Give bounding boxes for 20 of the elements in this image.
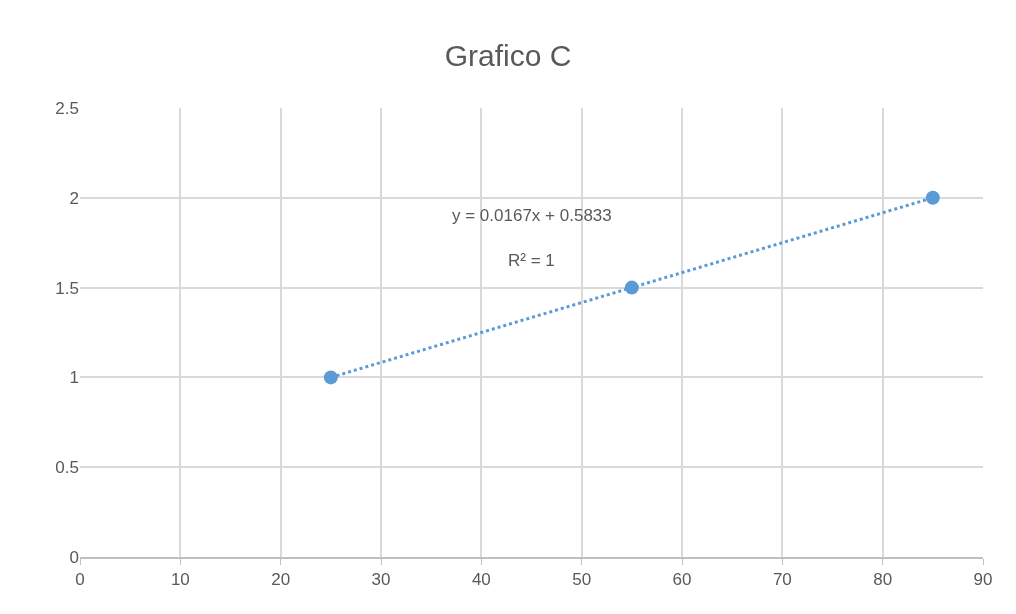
x-tick-label: 80 <box>873 570 893 590</box>
y-tick-label: 2.5 <box>55 98 79 118</box>
x-tick-label: 90 <box>973 570 993 590</box>
point <box>925 190 940 205</box>
annotation: R² = 1 <box>508 251 555 270</box>
y-tick-label: 2 <box>69 188 79 208</box>
y-tick-label: 0 <box>69 547 79 567</box>
x-tick-label: 40 <box>471 570 491 590</box>
chart-title: Grafico C <box>444 38 572 72</box>
x-tick-label: 30 <box>371 570 391 590</box>
point <box>323 370 338 385</box>
x-tick-label: 50 <box>572 570 592 590</box>
y-tick-label: 1.5 <box>55 278 79 298</box>
annotation: y = 0.0167x + 0.5833 <box>452 206 612 225</box>
x-tick-label: 70 <box>772 570 792 590</box>
x-tick-label: 10 <box>170 570 190 590</box>
y-tick-label: 0.5 <box>55 458 79 478</box>
y-tick-label: 1 <box>69 368 79 388</box>
x-tick-label: 20 <box>271 570 291 590</box>
x-tick-label: 60 <box>672 570 692 590</box>
